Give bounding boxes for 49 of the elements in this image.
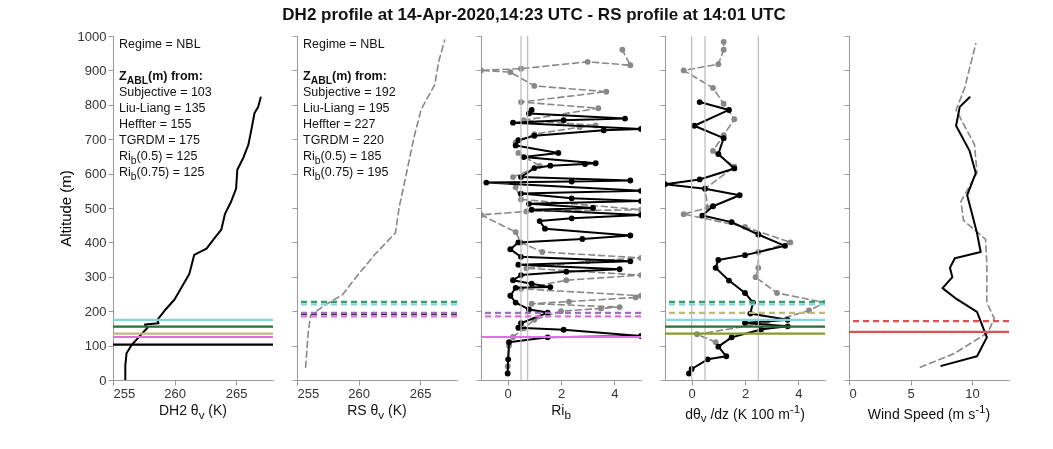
x-tick-label: 4 bbox=[611, 385, 619, 401]
annotation: Ri$_{b}$(0.5) = 125 bbox=[119, 149, 198, 166]
y-tick-label: 300 bbox=[84, 269, 107, 285]
x-axis-title: Wind Speed (m s$^{-1}$) bbox=[867, 402, 991, 422]
annotation: Ri$_{b}$(0.5) = 185 bbox=[303, 149, 382, 166]
y-tick-label: 0 bbox=[99, 372, 107, 388]
x-tick-label: 0 bbox=[504, 385, 512, 401]
annotation: Z$_{ABL}$(m) from: bbox=[119, 69, 203, 86]
y-tick-label: 500 bbox=[84, 200, 107, 216]
y-tick-label: 100 bbox=[84, 338, 107, 354]
annotation: Regime = NBL bbox=[303, 37, 385, 52]
y-tick-label: 400 bbox=[84, 234, 107, 250]
x-axis-title: DH2 θ$_{v}$ (K) bbox=[158, 402, 228, 421]
y-tick-label: 700 bbox=[84, 131, 107, 147]
x-tick-label: 5 bbox=[907, 385, 915, 401]
x-tick-label: 255 bbox=[297, 385, 320, 401]
chart-title: DH2 profile at 14-Apr-2020,14:23 UTC - RS profile at 14:01 UTC bbox=[282, 5, 786, 24]
y-tick-label: 900 bbox=[84, 62, 107, 78]
annotation: Subjective = 103 bbox=[119, 85, 212, 100]
annotation: Z$_{ABL}$(m) from: bbox=[303, 69, 387, 86]
x-tick-label: 260 bbox=[348, 385, 370, 401]
annotation: TGRDM = 220 bbox=[303, 133, 384, 148]
annotation: Heffter = 227 bbox=[303, 117, 376, 132]
annotation: Heffter = 155 bbox=[119, 117, 192, 132]
x-tick-label: 265 bbox=[409, 385, 432, 401]
annotation: Subjective = 192 bbox=[303, 85, 396, 100]
x-tick-label: 2 bbox=[741, 385, 750, 401]
x-tick-label: 260 bbox=[164, 385, 186, 401]
annotation: Regime = NBL bbox=[119, 37, 201, 52]
annotation: Ri$_{b}$(0.75) = 195 bbox=[303, 165, 389, 184]
x-axis-title: dθ$_{v}$ /dz (K 100 m$^{-1}$) bbox=[685, 402, 805, 425]
x-tick-label: 265 bbox=[225, 385, 248, 401]
y-tick-label: 1000 bbox=[77, 28, 107, 44]
x-tick-label: 4 bbox=[795, 385, 803, 401]
annotation: Ri$_{b}$(0.75) = 125 bbox=[119, 165, 205, 184]
x-axis-title: Ri$_{b}$ bbox=[551, 402, 571, 421]
x-tick-label: 255 bbox=[113, 385, 136, 401]
annotation: TGRDM = 175 bbox=[119, 133, 200, 148]
annotation: Liu-Liang = 195 bbox=[303, 101, 390, 116]
x-tick-label: 0 bbox=[688, 385, 696, 401]
y-tick-label: 800 bbox=[84, 97, 107, 113]
y-tick-label: 200 bbox=[84, 303, 107, 319]
annotation: Liu-Liang = 135 bbox=[119, 101, 206, 116]
x-tick-label: 10 bbox=[965, 385, 980, 401]
y-axis-title: Altitude (m) bbox=[56, 170, 74, 247]
x-axis-title: RS θ$_{v}$ (K) bbox=[347, 402, 407, 421]
y-tick-label: 600 bbox=[84, 166, 107, 182]
x-tick-label: 0 bbox=[849, 385, 857, 401]
x-tick-label: 2 bbox=[557, 385, 566, 401]
